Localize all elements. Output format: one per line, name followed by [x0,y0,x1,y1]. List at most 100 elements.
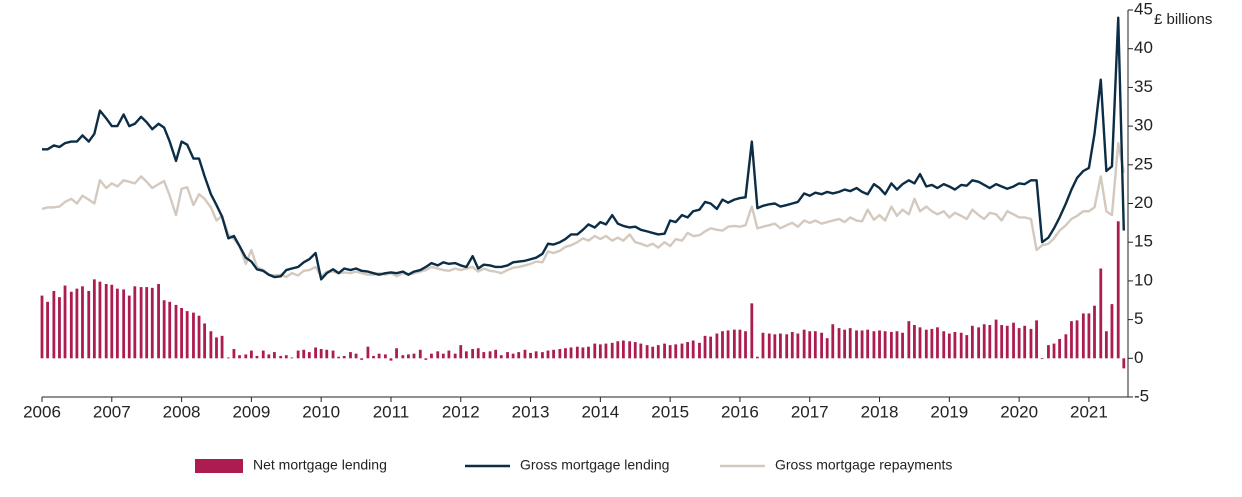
bar [407,354,410,359]
bar [878,330,881,359]
bar [63,285,67,359]
bar [610,342,614,359]
bar [651,346,655,359]
x-tick-label: 2011 [373,402,410,421]
bar [46,301,49,359]
bar [110,284,114,359]
bar [436,351,440,359]
bar [773,334,777,359]
bar [541,352,544,359]
bar [220,335,224,359]
bar [779,333,782,359]
bar [674,344,678,359]
x-tick-label: 2017 [791,402,829,421]
bar [691,340,695,359]
bar [511,353,515,359]
bar [430,353,433,359]
x-tick-label: 2012 [442,402,480,421]
bar [895,331,899,359]
bar [1052,343,1056,359]
bar [203,323,207,359]
bar [255,355,259,359]
bar [709,336,713,359]
bar [936,327,939,359]
bar [755,356,759,359]
bar [802,329,806,359]
bar [1017,328,1021,359]
bar [209,331,213,359]
bar [1029,328,1033,359]
bar [139,287,143,359]
bar [92,279,96,359]
bar [290,357,294,359]
bar [959,332,963,359]
bar [383,354,387,359]
x-tick-label: 2019 [930,402,968,421]
bar [81,286,84,359]
bar [930,328,934,359]
bar [1064,334,1068,359]
y-axis-label: £ billions [1154,11,1212,28]
x-tick-label: 2016 [721,402,759,421]
bar [837,328,841,359]
bar [58,297,61,359]
bar [575,346,579,359]
bar [395,348,398,359]
bar [924,329,928,359]
legend-swatch [195,459,243,473]
bar [663,343,666,359]
bar [901,332,904,359]
y-tick-label: 45 [1134,0,1153,18]
bar [1122,358,1126,369]
bar [494,349,498,359]
bar [69,291,73,359]
legend-label: Gross mortgage lending [520,457,669,473]
bar [1104,331,1108,359]
bar [796,333,800,359]
bar [977,327,981,359]
bar [848,328,852,359]
line [41,141,1125,279]
bar [52,290,56,359]
bar [115,288,119,359]
bar [1058,338,1062,359]
x-tick-label: 2009 [232,402,270,421]
bar [645,345,649,359]
bar [587,346,590,359]
bar [499,355,503,359]
bar [267,354,271,359]
bar [686,342,689,359]
bar [1116,221,1120,359]
bar [372,355,375,359]
bar [476,348,480,359]
y-tick-label: 10 [1134,270,1153,289]
bar [965,335,969,359]
bar [529,352,532,359]
bar [820,332,824,359]
bar [628,341,632,359]
bar [366,346,370,359]
bar [947,333,951,359]
bar [1099,268,1103,359]
bar [127,295,131,359]
bar [331,350,335,359]
bar [1035,320,1038,359]
x-tick-label: 2007 [93,402,131,421]
bar [453,353,457,359]
bar [680,343,684,359]
x-tick-label: 2014 [581,402,619,421]
y-tick-label: 20 [1134,193,1153,212]
y-tick-label: 5 [1134,309,1143,328]
bar [558,349,562,359]
bar [412,353,416,359]
bar [302,349,306,359]
bar [860,330,864,359]
bar [918,327,922,359]
y-tick-label: 35 [1134,77,1153,96]
bar [855,330,858,359]
bar [581,347,585,359]
bar [1040,358,1044,360]
bar [866,329,870,359]
x-tick-label: 2020 [1000,402,1038,421]
